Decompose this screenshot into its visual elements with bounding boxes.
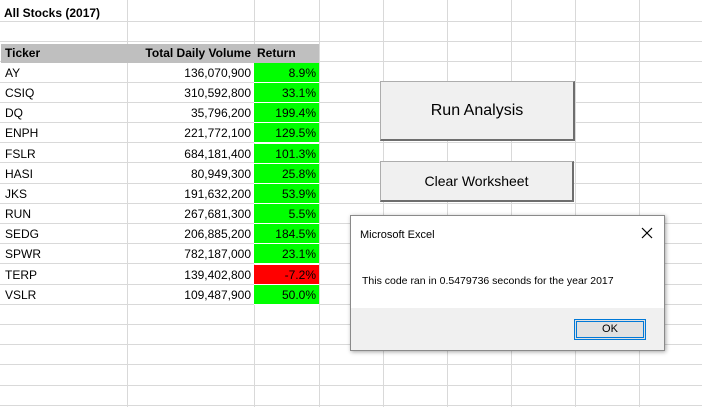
header-ticker[interactable]: Ticker <box>1 44 128 63</box>
ticker-cell[interactable]: HASI <box>5 167 34 181</box>
return-cell[interactable]: 8.9% <box>254 63 319 83</box>
volume-cell[interactable]: 80,949,300 <box>190 167 251 181</box>
gridline <box>0 405 702 406</box>
gridline <box>0 61 702 62</box>
ticker-cell[interactable]: CSIQ <box>5 86 35 100</box>
return-cell[interactable]: 129.5% <box>254 123 319 143</box>
gridline <box>0 41 702 42</box>
clear-worksheet-button[interactable]: Clear Worksheet <box>380 161 574 202</box>
header-total-daily-volume[interactable]: Total Daily Volume <box>128 44 254 63</box>
gridline <box>0 102 702 103</box>
volume-cell[interactable]: 684,181,400 <box>184 147 251 161</box>
return-cell[interactable]: 184.5% <box>254 224 319 244</box>
return-cell[interactable]: 25.8% <box>254 164 319 184</box>
volume-cell[interactable]: 139,402,800 <box>184 268 251 282</box>
gridline <box>0 122 702 123</box>
dialog-message: This code ran in 0.5479736 seconds for t… <box>362 275 614 287</box>
return-cell[interactable]: -7.2% <box>254 265 319 285</box>
ok-button[interactable]: OK <box>574 319 646 340</box>
return-cell[interactable]: 23.1% <box>254 244 319 264</box>
volume-cell[interactable]: 310,592,800 <box>184 86 251 100</box>
gridline <box>0 364 702 365</box>
return-cell[interactable]: 199.4% <box>254 103 319 123</box>
volume-cell[interactable]: 206,885,200 <box>184 227 251 241</box>
volume-cell[interactable]: 191,632,200 <box>184 187 251 201</box>
message-dialog: Microsoft Excel This code ran in 0.54797… <box>350 215 665 351</box>
header-return[interactable]: Return <box>254 44 319 63</box>
ticker-cell[interactable]: JKS <box>5 187 28 201</box>
ticker-cell[interactable]: AY <box>5 66 21 80</box>
volume-cell[interactable]: 35,796,200 <box>190 106 251 120</box>
return-cell[interactable]: 101.3% <box>254 144 319 164</box>
volume-cell[interactable]: 109,487,900 <box>184 288 251 302</box>
return-cell[interactable]: 5.5% <box>254 204 319 224</box>
ticker-cell[interactable]: FSLR <box>5 147 36 161</box>
ticker-cell[interactable]: RUN <box>5 207 31 221</box>
return-cell[interactable]: 53.9% <box>254 184 319 204</box>
gridline <box>0 183 702 184</box>
volume-cell[interactable]: 782,187,000 <box>184 247 251 261</box>
ticker-cell[interactable]: ENPH <box>5 126 39 140</box>
sheet-title[interactable]: All Stocks (2017) <box>4 6 101 20</box>
ticker-cell[interactable]: SEDG <box>5 227 40 241</box>
ticker-cell[interactable]: TERP <box>5 268 38 282</box>
gridline <box>0 21 702 22</box>
gridline <box>0 162 702 163</box>
gridline <box>0 203 702 204</box>
ticker-cell[interactable]: VSLR <box>5 288 37 302</box>
dialog-footer: OK <box>351 308 664 350</box>
return-cell[interactable]: 33.1% <box>254 83 319 103</box>
close-icon[interactable] <box>638 224 656 242</box>
gridline <box>0 142 702 143</box>
dialog-title: Microsoft Excel <box>360 229 435 241</box>
gridline <box>0 82 702 83</box>
ticker-cell[interactable]: SPWR <box>5 247 41 261</box>
volume-cell[interactable]: 136,070,900 <box>184 66 251 80</box>
volume-cell[interactable]: 221,772,100 <box>184 126 251 140</box>
return-cell[interactable]: 50.0% <box>254 285 319 305</box>
ticker-cell[interactable]: DQ <box>5 106 23 120</box>
volume-cell[interactable]: 267,681,300 <box>184 207 251 221</box>
run-analysis-button[interactable]: Run Analysis <box>380 81 575 141</box>
gridline <box>0 385 702 386</box>
